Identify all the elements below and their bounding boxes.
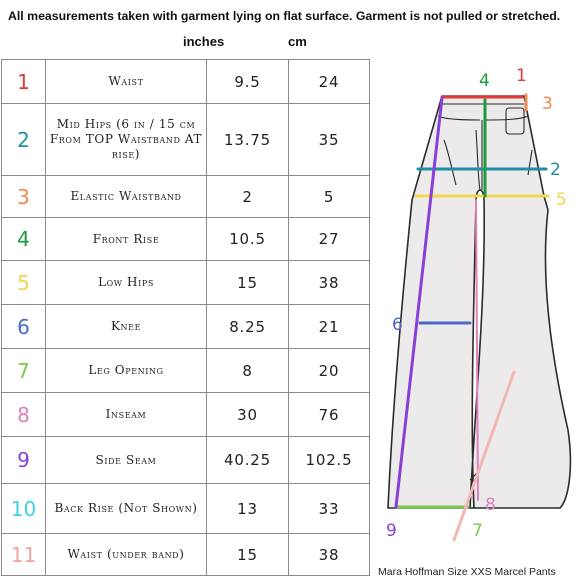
diagram-label: 6 xyxy=(392,315,403,335)
diagram-label: 5 xyxy=(556,190,567,210)
diagram-label: 2 xyxy=(550,160,561,180)
diagram-label: 4 xyxy=(479,71,490,91)
measurement-label: Waist xyxy=(45,59,207,104)
cm-value: 33 xyxy=(288,483,370,534)
measurement-label: Front Rise xyxy=(45,217,207,261)
cm-value: 38 xyxy=(288,533,370,576)
row-number: 3 xyxy=(1,175,46,218)
inches-value: 15 xyxy=(206,533,289,576)
table-row: 10 Back Rise (Not Shown) 13 33 xyxy=(1,483,370,534)
table-row: 3 Elastic Waistband 2 5 xyxy=(1,175,370,218)
inches-value: 2 xyxy=(206,175,289,218)
diagram-label: 8 xyxy=(485,495,496,515)
row-number: 1 xyxy=(1,59,46,104)
measurement-label: Leg Opening xyxy=(45,348,207,393)
table-row: 2 Mid Hips (6 in / 15 cm From TOP Waistb… xyxy=(1,103,370,176)
cm-value: 35 xyxy=(288,103,370,176)
diagram-label: 9 xyxy=(386,521,397,541)
row-number: 6 xyxy=(1,304,46,349)
table-row: 8 Inseam 30 76 xyxy=(1,392,370,437)
measurement-label: Back Rise (Not Shown) xyxy=(45,483,207,534)
measurement-label: Elastic Waistband xyxy=(45,175,207,218)
row-number: 2 xyxy=(1,103,46,176)
measurement-table: 1 Waist 9.5 24 2 Mid Hips (6 in / 15 cm … xyxy=(1,59,370,576)
measurement-lines xyxy=(394,93,550,542)
table-row: 4 Front Rise 10.5 27 xyxy=(1,217,370,261)
inches-value: 30 xyxy=(206,392,289,437)
inches-value: 40.25 xyxy=(206,436,289,484)
measurement-label: Waist (under band) xyxy=(45,533,207,576)
pants-diagram: 1 2 3 4 5 6 7 8 9 xyxy=(386,66,572,542)
product-caption: Mara Hoffman Size XXS Marcel Pants xyxy=(378,566,556,578)
cm-value: 102.5 xyxy=(288,436,370,484)
row-number: 4 xyxy=(1,217,46,261)
inches-value: 15 xyxy=(206,260,289,305)
inches-value: 9.5 xyxy=(206,59,289,104)
cm-value: 38 xyxy=(288,260,370,305)
diagram-label: 3 xyxy=(542,94,553,114)
measurement-label: Mid Hips (6 in / 15 cm From TOP Waistban… xyxy=(45,103,207,176)
row-number: 11 xyxy=(1,533,46,576)
inches-value: 8.25 xyxy=(206,304,289,349)
inches-value: 13.75 xyxy=(206,103,289,176)
measurement-label: Low Hips xyxy=(45,260,207,305)
table-row: 1 Waist 9.5 24 xyxy=(1,59,370,104)
pants-outline xyxy=(387,95,572,509)
row-number: 10 xyxy=(1,483,46,534)
cm-value: 21 xyxy=(288,304,370,349)
cm-column-label: cm xyxy=(288,34,307,49)
measurement-label: Inseam xyxy=(45,392,207,437)
inches-value: 13 xyxy=(206,483,289,534)
measurement-label: Knee xyxy=(45,304,207,349)
table-row: 6 Knee 8.25 21 xyxy=(1,304,370,349)
cm-value: 5 xyxy=(288,175,370,218)
diagram-label: 1 xyxy=(516,66,527,86)
measurement-label: Side Seam xyxy=(45,436,207,484)
cm-value: 20 xyxy=(288,348,370,393)
inches-column-label: inches xyxy=(183,34,225,49)
row-number: 9 xyxy=(1,436,46,484)
cm-value: 24 xyxy=(288,59,370,104)
row-number: 5 xyxy=(1,260,46,305)
table-row: 5 Low Hips 15 38 xyxy=(1,260,370,305)
diagram-label: 7 xyxy=(472,521,483,541)
measurement-note: All measurements taken with garment lyin… xyxy=(8,9,561,23)
row-number: 7 xyxy=(1,348,46,393)
inches-value: 10.5 xyxy=(206,217,289,261)
inches-value: 8 xyxy=(206,348,289,393)
table-row: 7 Leg Opening 8 20 xyxy=(1,348,370,393)
cm-value: 27 xyxy=(288,217,370,261)
cm-value: 76 xyxy=(288,392,370,437)
table-row: 9 Side Seam 40.25 102.5 xyxy=(1,436,370,484)
row-number: 8 xyxy=(1,392,46,437)
table-row: 11 Waist (under band) 15 38 xyxy=(1,533,370,576)
